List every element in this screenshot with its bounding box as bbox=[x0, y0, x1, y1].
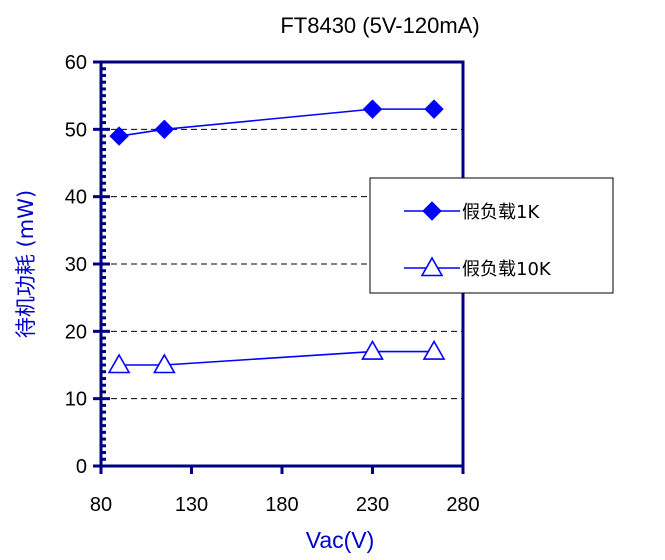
series-2 bbox=[107, 339, 446, 374]
data-point-triangle bbox=[152, 353, 176, 374]
y-tick-labels: 0 10 20 30 40 50 60 bbox=[65, 52, 101, 478]
data-point-diamond bbox=[422, 201, 442, 221]
data-point-diamond bbox=[362, 99, 383, 119]
legend-label: 假负载10K bbox=[462, 259, 552, 280]
y-axis-label: 待机功耗 (mW) bbox=[14, 190, 38, 338]
series-line bbox=[118, 108, 435, 137]
legend-item-2: 假负载10K bbox=[404, 256, 552, 280]
x-tick-label: 280 bbox=[446, 494, 479, 516]
x-tick-label: 230 bbox=[356, 494, 389, 516]
x-tick-label: 130 bbox=[175, 494, 208, 516]
data-point-diamond bbox=[109, 126, 129, 146]
chart-title: FT8430 (5V-120mA) bbox=[280, 13, 479, 38]
x-axis-label: Vac(V) bbox=[306, 527, 375, 553]
data-point-diamond bbox=[424, 99, 444, 119]
series-1 bbox=[109, 99, 444, 146]
y-tick-label: 10 bbox=[65, 389, 87, 411]
legend-box bbox=[369, 177, 614, 294]
legend-label: 假负载1K bbox=[462, 202, 540, 223]
y-tick-label: 0 bbox=[76, 456, 87, 478]
y-tick-label: 40 bbox=[65, 187, 87, 209]
x-tick-label: 80 bbox=[90, 494, 112, 516]
series-line bbox=[119, 350, 435, 366]
y-tick-label: 50 bbox=[65, 119, 87, 141]
y-minor-ticks bbox=[101, 67, 110, 461]
data-point-diamond bbox=[154, 119, 175, 140]
x-tick-labels: 80 130 180 230 280 bbox=[90, 466, 480, 516]
legend-item-1: 假负载1K bbox=[404, 201, 540, 223]
y-tick-label: 60 bbox=[65, 52, 87, 74]
series-layer bbox=[107, 99, 446, 374]
x-tick-label: 180 bbox=[265, 494, 298, 516]
y-tick-label: 20 bbox=[65, 321, 87, 343]
data-point-triangle bbox=[107, 353, 131, 374]
legend: 假负载1K 假负载10K bbox=[369, 177, 614, 294]
data-point-triangle bbox=[420, 256, 444, 277]
data-point-triangle bbox=[422, 339, 446, 360]
data-point-triangle bbox=[361, 339, 384, 360]
y-tick-label: 30 bbox=[65, 254, 87, 276]
